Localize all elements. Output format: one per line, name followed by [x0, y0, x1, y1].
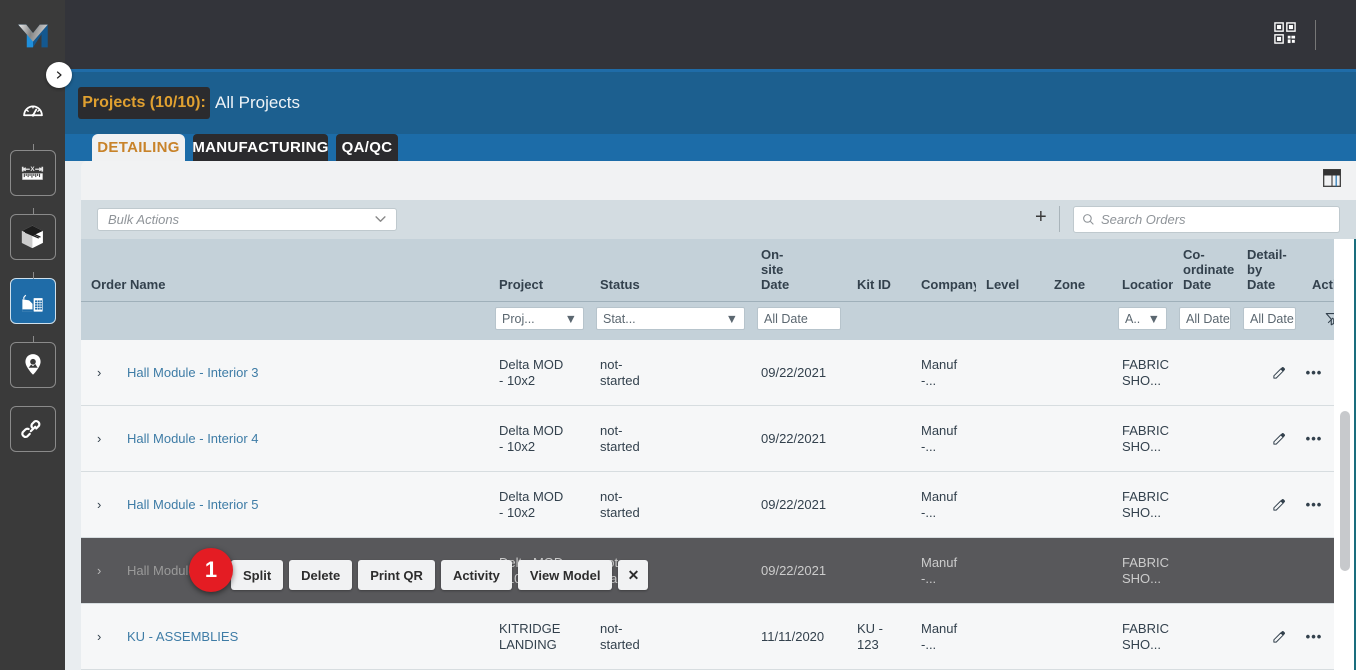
svg-text:X: X [30, 165, 35, 172]
